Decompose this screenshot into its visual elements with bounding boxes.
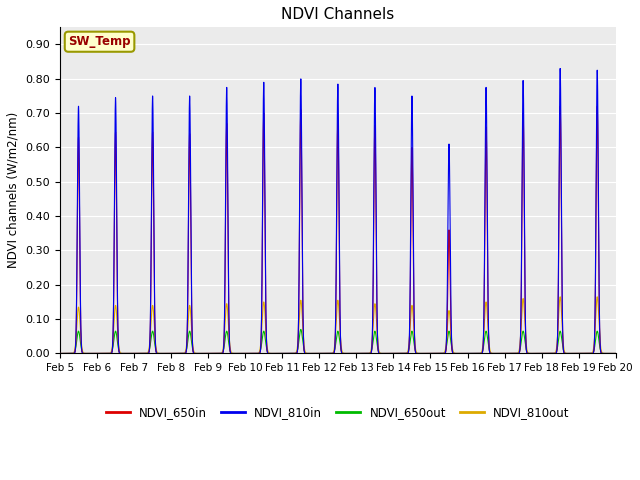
Y-axis label: NDVI channels (W/m2/nm): NDVI channels (W/m2/nm)	[7, 112, 20, 268]
Text: SW_Temp: SW_Temp	[68, 35, 131, 48]
Title: NDVI Channels: NDVI Channels	[281, 7, 394, 22]
Legend: NDVI_650in, NDVI_810in, NDVI_650out, NDVI_810out: NDVI_650in, NDVI_810in, NDVI_650out, NDV…	[101, 402, 575, 424]
